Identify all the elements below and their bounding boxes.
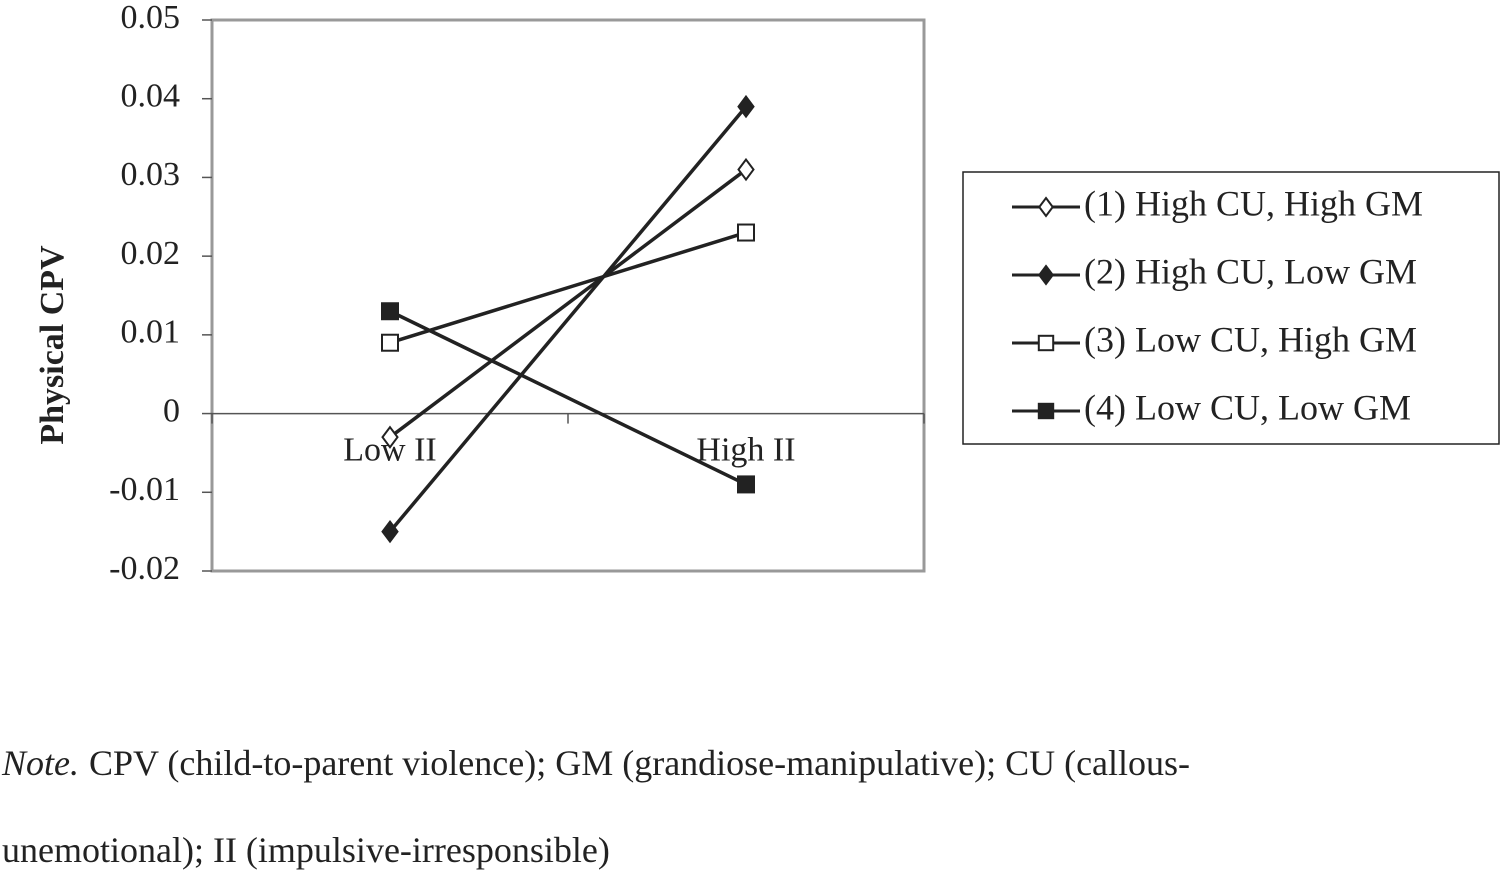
series-line bbox=[388, 105, 748, 533]
y-tick-label: 0.05 bbox=[121, 0, 181, 36]
y-tick-label: -0.02 bbox=[109, 550, 180, 587]
legend-marker bbox=[1037, 402, 1055, 420]
point-marker bbox=[737, 157, 755, 182]
series-line bbox=[389, 309, 747, 486]
point-marker bbox=[381, 519, 399, 544]
legend-label: (2) High CU, Low GM bbox=[1084, 251, 1417, 291]
y-tick-label: -0.01 bbox=[109, 471, 180, 508]
y-tick-label: 0.02 bbox=[121, 235, 181, 272]
legend-label: (1) High CU, High GM bbox=[1084, 183, 1423, 223]
point-marker bbox=[737, 223, 755, 242]
y-tick-label: 0.01 bbox=[121, 314, 181, 351]
note-line: unemotional); II (impulsive-irresponsibl… bbox=[2, 830, 610, 870]
point-marker bbox=[381, 425, 399, 449]
y-axis-label: Physical CPV bbox=[34, 245, 71, 445]
plot-area bbox=[210, 18, 926, 573]
y-tick-label: 0.04 bbox=[121, 78, 181, 115]
series-line bbox=[388, 168, 748, 439]
legend-label: (4) Low CU, Low GM bbox=[1084, 387, 1411, 427]
legend-marker bbox=[1038, 196, 1054, 218]
x-tick-label: High II bbox=[696, 432, 795, 469]
note-label: Note. bbox=[1, 743, 79, 783]
y-tick-label: 0 bbox=[163, 392, 180, 429]
point-marker bbox=[737, 475, 755, 494]
note-text: CPV (child-to-parent violence); GM (gran… bbox=[89, 743, 1190, 783]
legend-marker bbox=[1037, 334, 1055, 352]
series-line bbox=[389, 230, 747, 345]
legend-label: (3) Low CU, High GM bbox=[1084, 319, 1417, 359]
point-marker bbox=[381, 302, 399, 321]
point-marker bbox=[737, 94, 755, 119]
point-marker bbox=[381, 333, 399, 352]
legend-box bbox=[962, 171, 1500, 445]
legend-marker bbox=[1038, 264, 1054, 286]
note-line: Note. CPV (child-to-parent violence); GM … bbox=[1, 743, 1190, 783]
y-tick-label: 0.03 bbox=[121, 156, 181, 193]
